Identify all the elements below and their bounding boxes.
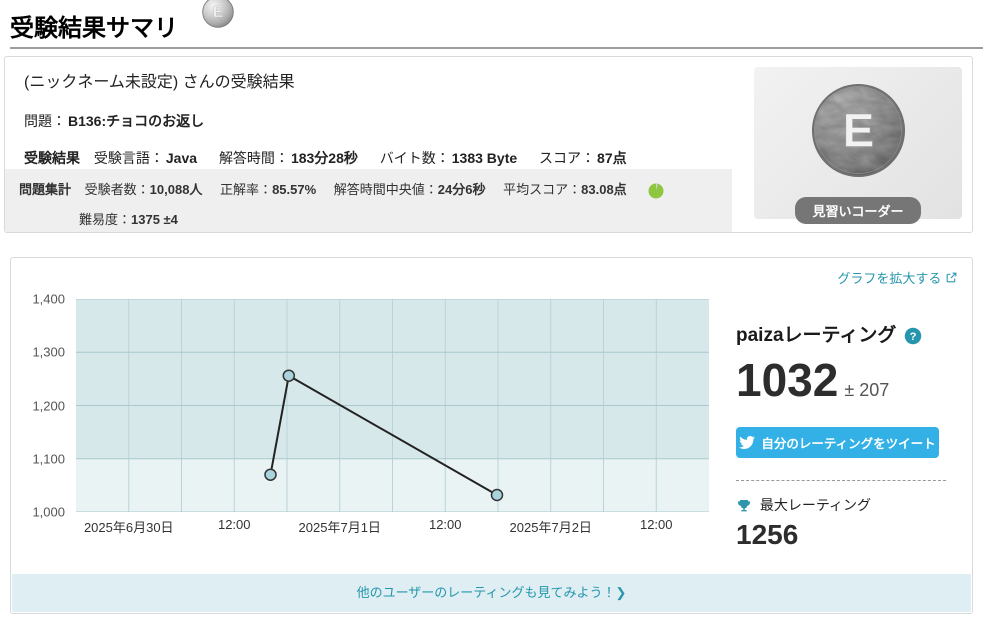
svg-text:?: ?: [909, 331, 916, 343]
svg-text:E: E: [213, 4, 224, 21]
svg-text:E: E: [842, 104, 874, 157]
